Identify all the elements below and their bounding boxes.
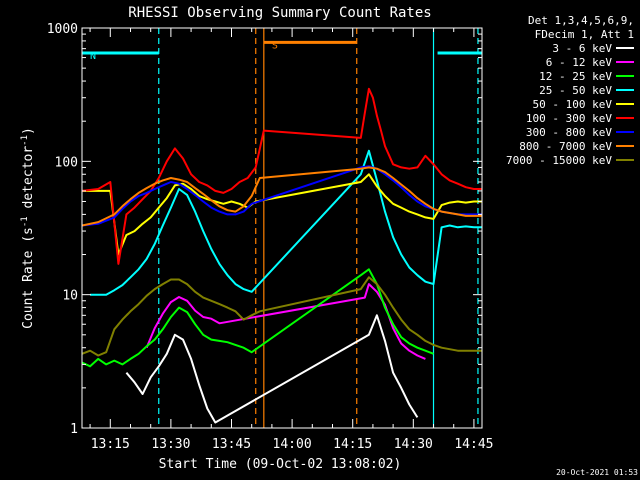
series-line-800-7000-kev (82, 166, 482, 227)
legend: Det 1,3,4,5,6,9, FDecim 1, Att 1 3 - 6 k… (506, 14, 634, 167)
x-tick-label: 13:45 (212, 437, 251, 452)
x-tick-label: 13:30 (151, 437, 190, 452)
footer-date: 20-Oct-2021 01:53 (556, 468, 638, 477)
series-line-7000-15000-kev (82, 276, 482, 357)
legend-header-line-2: FDecim 1, Att 1 (535, 28, 634, 41)
attenuator-band-label: S (272, 40, 278, 51)
y-tick-label: 10 (62, 289, 78, 304)
y-tick-label: 1 (70, 422, 78, 437)
series-line-3-6-kev (125, 314, 419, 424)
y-axis-label: Count Rate (s-1 detector-1) (20, 127, 36, 329)
y-axis-label-mid: detector (21, 146, 36, 217)
legend-label-800-7000-kev: 800 - 7000 keV (519, 140, 612, 153)
legend-label-25-50-kev: 25 - 50 keV (539, 84, 612, 97)
y-axis-label-sup1: -1 (20, 216, 30, 227)
y-tick-label: 1000 (47, 22, 78, 37)
series-group (82, 87, 482, 424)
attenuator-state-bands: NS (82, 40, 482, 62)
series-line-6-12-kev (145, 283, 426, 360)
x-tick-label: 13:15 (91, 437, 130, 452)
legend-label-7000-15000-kev: 7000 - 15000 keV (506, 154, 612, 167)
y-axis-label-sup2: -1 (20, 135, 30, 146)
x-tick-label: 14:15 (333, 437, 372, 452)
legend-header-line-1: Det 1,3,4,5,6,9, (528, 14, 634, 27)
series-line-25-50-kev (90, 149, 482, 296)
x-tick-label: 14:45 (454, 437, 493, 452)
series-line-100-300-kev (82, 87, 482, 265)
plot-frame (81, 27, 483, 429)
legend-label-50-100-kev: 50 - 100 keV (533, 98, 613, 111)
series-line-12-25-kev (82, 268, 434, 368)
x-tick-label: 14:00 (273, 437, 312, 452)
legend-label-12-25-kev: 12 - 25 keV (539, 70, 612, 83)
chart-title: RHESSI Observing Summary Count Rates (128, 5, 431, 21)
legend-label-6-12-kev: 6 - 12 keV (546, 56, 613, 69)
legend-label-3-6-kev: 3 - 6 keV (552, 42, 612, 55)
x-axis-label: Start Time (09-Oct-02 13:08:02) (159, 457, 402, 472)
series-line-50-100-kev (82, 173, 482, 256)
y-tick-label: 100 (55, 155, 78, 170)
attenuator-band-label: N (90, 51, 96, 62)
y-axis: 1 10 100 1000 (47, 22, 482, 437)
y-axis-label-end: ) (21, 127, 36, 135)
legend-label-100-300-kev: 100 - 300 keV (526, 112, 612, 125)
x-tick-label: 14:30 (394, 437, 433, 452)
x-axis: 13:15 13:30 13:45 14:00 14:15 14:30 14:45 (89, 28, 493, 452)
y-axis-label-main: Count Rate (s (21, 227, 36, 329)
legend-label-300-800-kev: 300 - 800 keV (526, 126, 612, 139)
